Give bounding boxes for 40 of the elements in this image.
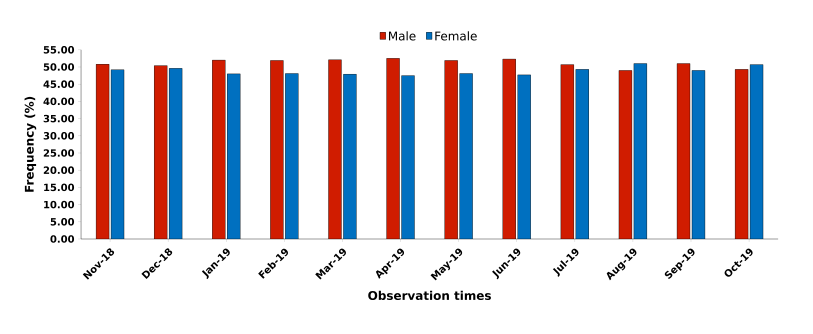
y-tick-label: 15.00 xyxy=(44,184,74,192)
bar xyxy=(634,64,647,240)
bar xyxy=(169,68,182,240)
bar xyxy=(212,60,226,240)
bar xyxy=(692,70,705,240)
legend-label: Female xyxy=(435,31,477,41)
bar xyxy=(111,70,124,240)
bar xyxy=(96,64,110,240)
y-tick-label: 55.00 xyxy=(44,46,74,54)
bar xyxy=(502,59,516,240)
y-tick-label: 40.00 xyxy=(43,98,74,106)
y-tick-label: 25.00 xyxy=(44,149,74,157)
legend-label: Male xyxy=(389,31,416,41)
bar xyxy=(560,64,574,240)
bar xyxy=(460,74,473,240)
bar xyxy=(734,69,748,240)
y-tick-label: 10.00 xyxy=(44,201,74,209)
bar xyxy=(285,74,298,240)
y-axis-title: Frequency (%) xyxy=(24,97,36,192)
y-tick-label: 5.00 xyxy=(50,218,74,226)
bar xyxy=(750,64,764,240)
bar xyxy=(386,58,400,240)
bar xyxy=(518,75,531,240)
y-tick-label: 20.00 xyxy=(44,166,74,174)
bar xyxy=(402,76,414,240)
y-tick-label: 50.00 xyxy=(44,63,74,71)
y-tick-label: 0.00 xyxy=(50,235,74,243)
x-axis-title: Observation times xyxy=(368,290,491,300)
y-tick-label: 30.00 xyxy=(44,132,74,140)
bar xyxy=(618,70,632,240)
bar xyxy=(677,64,690,240)
y-tick-label: 45.00 xyxy=(43,80,74,88)
bar xyxy=(227,74,240,240)
bar xyxy=(343,74,356,240)
bar xyxy=(576,70,589,240)
y-tick-label: 35.00 xyxy=(44,115,74,123)
bar xyxy=(444,60,458,240)
bar xyxy=(154,66,168,240)
bar xyxy=(328,60,342,240)
bar xyxy=(270,60,284,240)
